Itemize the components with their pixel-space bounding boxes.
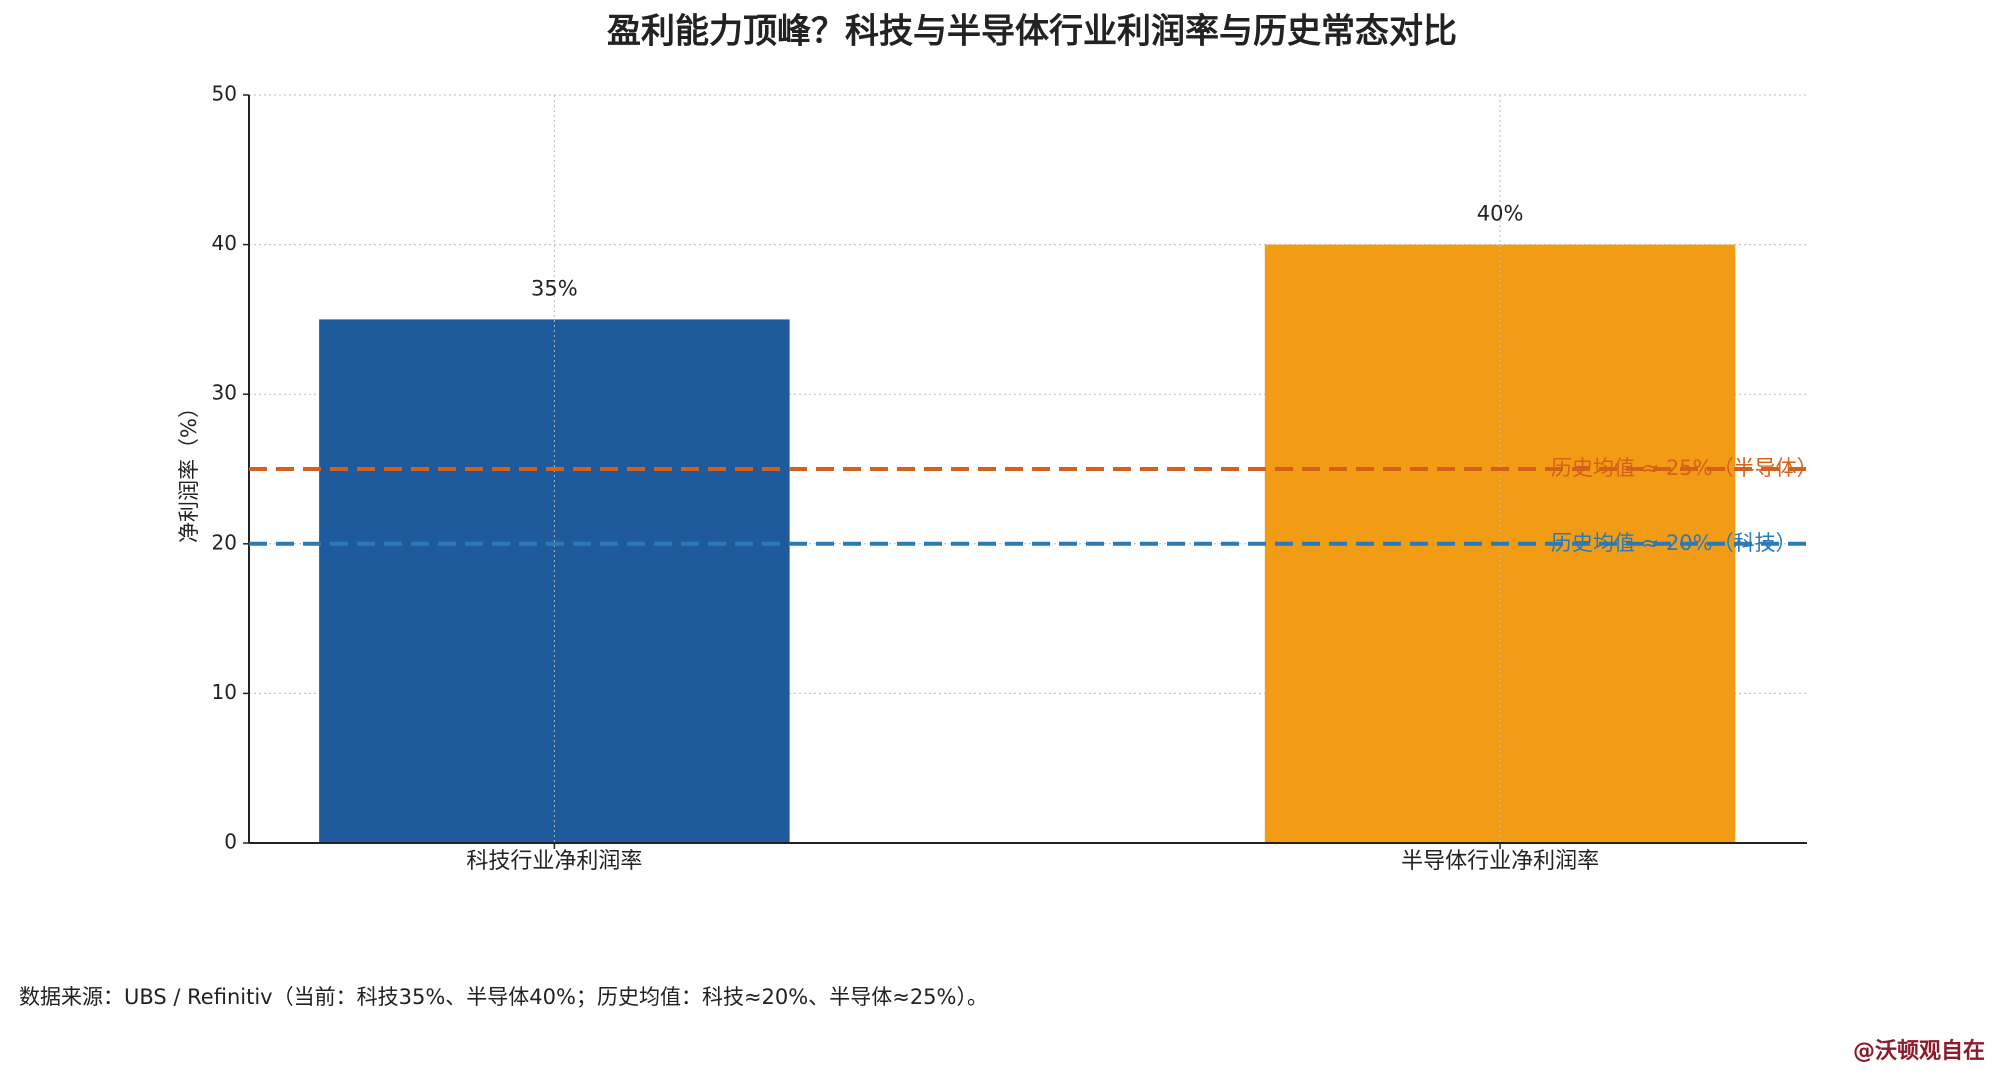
x-tick-label: 科技行业净利润率 [466, 849, 642, 874]
x-tick-label: 半导体行业净利润率 [1401, 849, 1599, 874]
y-tick-label: 10 [212, 680, 237, 704]
y-tick-label: 0 [224, 830, 237, 854]
y-tick-label: 30 [212, 381, 237, 405]
reference-label: 历史均值 ≈ 25%（半导体） [1551, 456, 1818, 480]
value-label: 35% [531, 276, 578, 300]
y-tick-label: 20 [212, 530, 237, 554]
y-tick-label: 40 [212, 231, 237, 255]
footnote: 数据来源：UBS / Refinitiv（当前：科技35%、半导体40%；历史均… [19, 985, 988, 1009]
value-label: 40% [1477, 202, 1524, 226]
y-tick-label: 50 [212, 82, 237, 106]
chart-title: 盈利能力顶峰？科技与半导体行业利润率与历史常态对比 [607, 12, 1457, 52]
y-axis-label: 净利润率（%） [177, 397, 201, 543]
reference-label: 历史均值 ≈ 20%（科技） [1551, 531, 1797, 555]
watermark: @沃顿观自在 [1853, 1038, 1985, 1064]
